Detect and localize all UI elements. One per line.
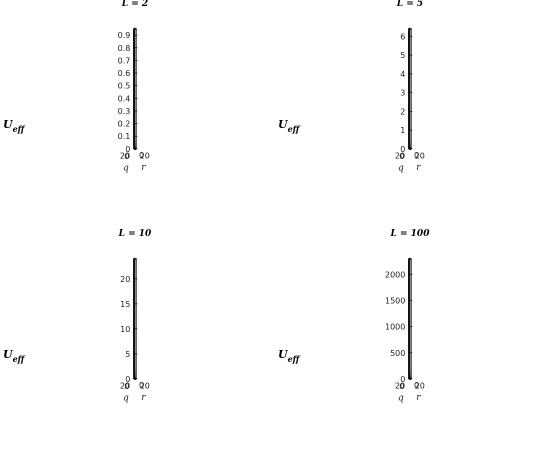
r-axis-label: r bbox=[416, 393, 421, 403]
q-axis-label: q bbox=[123, 394, 129, 404]
r-tick-label: 0 bbox=[139, 151, 144, 160]
panel-title: L = 2 bbox=[121, 0, 149, 9]
surface-panel-L100: L = 100 0 500 1000 1500 2000 Ueff 0 20 q 0 20 r bbox=[275, 229, 545, 459]
z-tick-label: 0.4 bbox=[118, 94, 131, 103]
panel-title: L = 10 bbox=[118, 229, 152, 239]
surface-mesh bbox=[408, 257, 412, 380]
r-tick-label: 20 bbox=[415, 381, 425, 390]
z-tick-label: 0.6 bbox=[118, 69, 131, 78]
r-tick-label: 20 bbox=[140, 151, 150, 160]
z-tick-label: 0.8 bbox=[118, 44, 131, 53]
surface-panel-L2: L = 2 0 0.1 0.2 0.3 0.4 0.5 0.6 0.7 0.8 0.9 Ueff 0 2… bbox=[0, 0, 270, 229]
z-axis-label: Ueff bbox=[278, 348, 301, 364]
z-tick-label: 0.7 bbox=[118, 56, 131, 65]
panel-title: L = 5 bbox=[396, 0, 424, 9]
r-axis-label: r bbox=[416, 163, 421, 173]
r-axis-label: r bbox=[141, 163, 146, 173]
q-axis-label: q bbox=[398, 394, 404, 404]
r-axis-label: r bbox=[141, 393, 146, 403]
surface-panel-L10: L = 10 0 5 10 15 20 Ueff 0 20 q 0 20 r bbox=[0, 229, 270, 459]
q-tick-label: 20 bbox=[120, 381, 130, 390]
r-tick-label: 0 bbox=[139, 381, 144, 390]
z-axis-ticks: 0 500 1000 1500 2000 bbox=[385, 271, 413, 384]
z-tick-label: 6 bbox=[400, 32, 405, 41]
surface-mesh bbox=[133, 27, 137, 150]
z-axis-label: Ueff bbox=[3, 118, 26, 134]
z-axis-label: Ueff bbox=[3, 348, 26, 364]
z-tick-label: 0 bbox=[400, 145, 405, 154]
z-tick-label: 15 bbox=[120, 300, 130, 309]
q-axis-label: q bbox=[123, 164, 129, 174]
q-tick-label: 20 bbox=[120, 151, 130, 160]
surface-mesh bbox=[408, 27, 412, 150]
surface-mesh bbox=[133, 257, 137, 380]
q-tick-label: 0 bbox=[124, 382, 129, 391]
z-tick-label: 2 bbox=[400, 107, 405, 116]
z-tick-label: 500 bbox=[390, 349, 405, 358]
z-tick-label: 0 bbox=[125, 145, 130, 154]
z-tick-label: 0.2 bbox=[118, 120, 131, 129]
q-tick-label: 20 bbox=[395, 151, 405, 160]
z-tick-label: 20 bbox=[120, 275, 130, 284]
z-tick-label: 5 bbox=[125, 350, 130, 359]
surface-panel-L5: L = 5 0 1 2 3 4 5 6 Ueff 0 20 q 0 20 r bbox=[275, 0, 545, 229]
z-axis-ticks: 0 0.1 0.2 0.3 0.4 0.5 0.6 0.7 0.8 0.9 bbox=[118, 31, 138, 154]
panel-title: L = 100 bbox=[390, 229, 430, 239]
z-tick-label: 0.1 bbox=[118, 132, 131, 141]
z-axis-label: Ueff bbox=[278, 118, 301, 134]
z-axis-ticks: 0 1 2 3 4 5 6 bbox=[400, 32, 413, 154]
q-tick-label: 0 bbox=[124, 152, 129, 161]
z-tick-label: 1 bbox=[400, 126, 405, 135]
r-tick-label: 0 bbox=[414, 381, 419, 390]
z-tick-label: 0 bbox=[125, 375, 130, 384]
r-tick-label: 20 bbox=[415, 151, 425, 160]
z-tick-label: 0.5 bbox=[118, 82, 131, 91]
q-tick-label: 20 bbox=[395, 381, 405, 390]
r-tick-label: 20 bbox=[140, 381, 150, 390]
z-tick-label: 2000 bbox=[385, 271, 405, 280]
q-tick-label: 0 bbox=[399, 382, 404, 391]
z-tick-label: 5 bbox=[400, 51, 405, 60]
z-tick-label: 1500 bbox=[385, 297, 405, 306]
z-tick-label: 4 bbox=[400, 70, 405, 79]
z-axis-ticks: 0 5 10 15 20 bbox=[120, 275, 138, 384]
z-tick-label: 10 bbox=[120, 325, 130, 334]
z-tick-label: 0.3 bbox=[118, 107, 131, 116]
z-tick-label: 3 bbox=[400, 89, 405, 98]
r-tick-label: 0 bbox=[414, 151, 419, 160]
z-tick-label: 0 bbox=[400, 375, 405, 384]
q-tick-label: 0 bbox=[399, 152, 404, 161]
z-tick-label: 1000 bbox=[385, 323, 405, 332]
q-axis-label: q bbox=[398, 164, 404, 174]
z-tick-label: 0.9 bbox=[118, 31, 131, 40]
